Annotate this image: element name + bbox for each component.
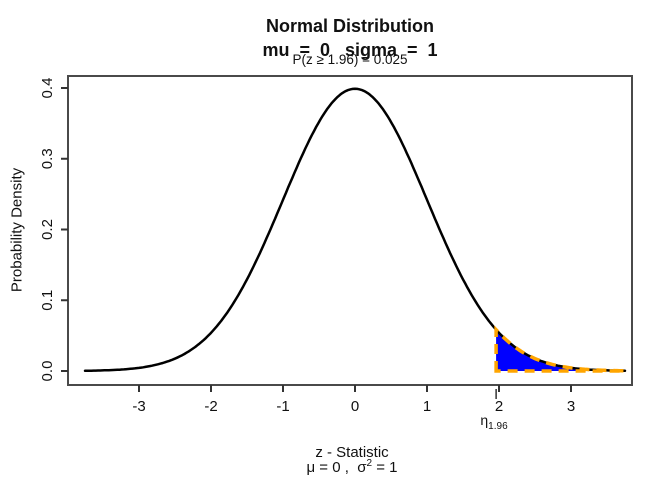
x-tick-label: -3 (132, 398, 145, 415)
x-tick-label: 0 (351, 398, 359, 415)
y-tick-label: 0.3 (39, 148, 56, 169)
y-tick-label: 0.2 (39, 219, 56, 240)
x-tick-label: -1 (276, 398, 289, 415)
chart-title: Normal Distribution (265, 16, 435, 36)
sigma-squared-exponent: 2 (366, 458, 373, 469)
shaded-tail-region (496, 329, 625, 371)
density-curve (83, 87, 627, 373)
chart-subtitle-mu-sigma: mu = 0 sigma = 1 (262, 40, 438, 60)
eta-subscript: 1.96 (488, 420, 508, 432)
x-tick-label: 1 (423, 398, 431, 415)
tail-outline-dashed (494, 325, 626, 373)
y-tick-label: 0.1 (39, 290, 56, 311)
y-tick-label: 0.0 (39, 361, 56, 382)
x-axis-title: z - Statistic (315, 444, 389, 461)
x-axis-subtitle-pre: μ = 0 , σ (306, 459, 367, 476)
x-axis-subtitle-post: = 1 (372, 459, 398, 476)
plot-box (67, 75, 633, 386)
x-axis-subtitle: μ = 0 , σ2 = 1 (306, 458, 397, 476)
x-tick-label: 2 (495, 398, 503, 415)
x-tick-label: -2 (204, 398, 217, 415)
y-tick-label: 0.4 (39, 78, 56, 99)
y-axis-title: Probability Density (8, 167, 26, 293)
x-tick-label: 3 (567, 398, 575, 415)
critical-value-label: η1.96 (480, 412, 507, 432)
probability-annotation: P(z ≥ 1.96) = 0.025 (292, 52, 408, 67)
eta-symbol: η (480, 412, 489, 428)
